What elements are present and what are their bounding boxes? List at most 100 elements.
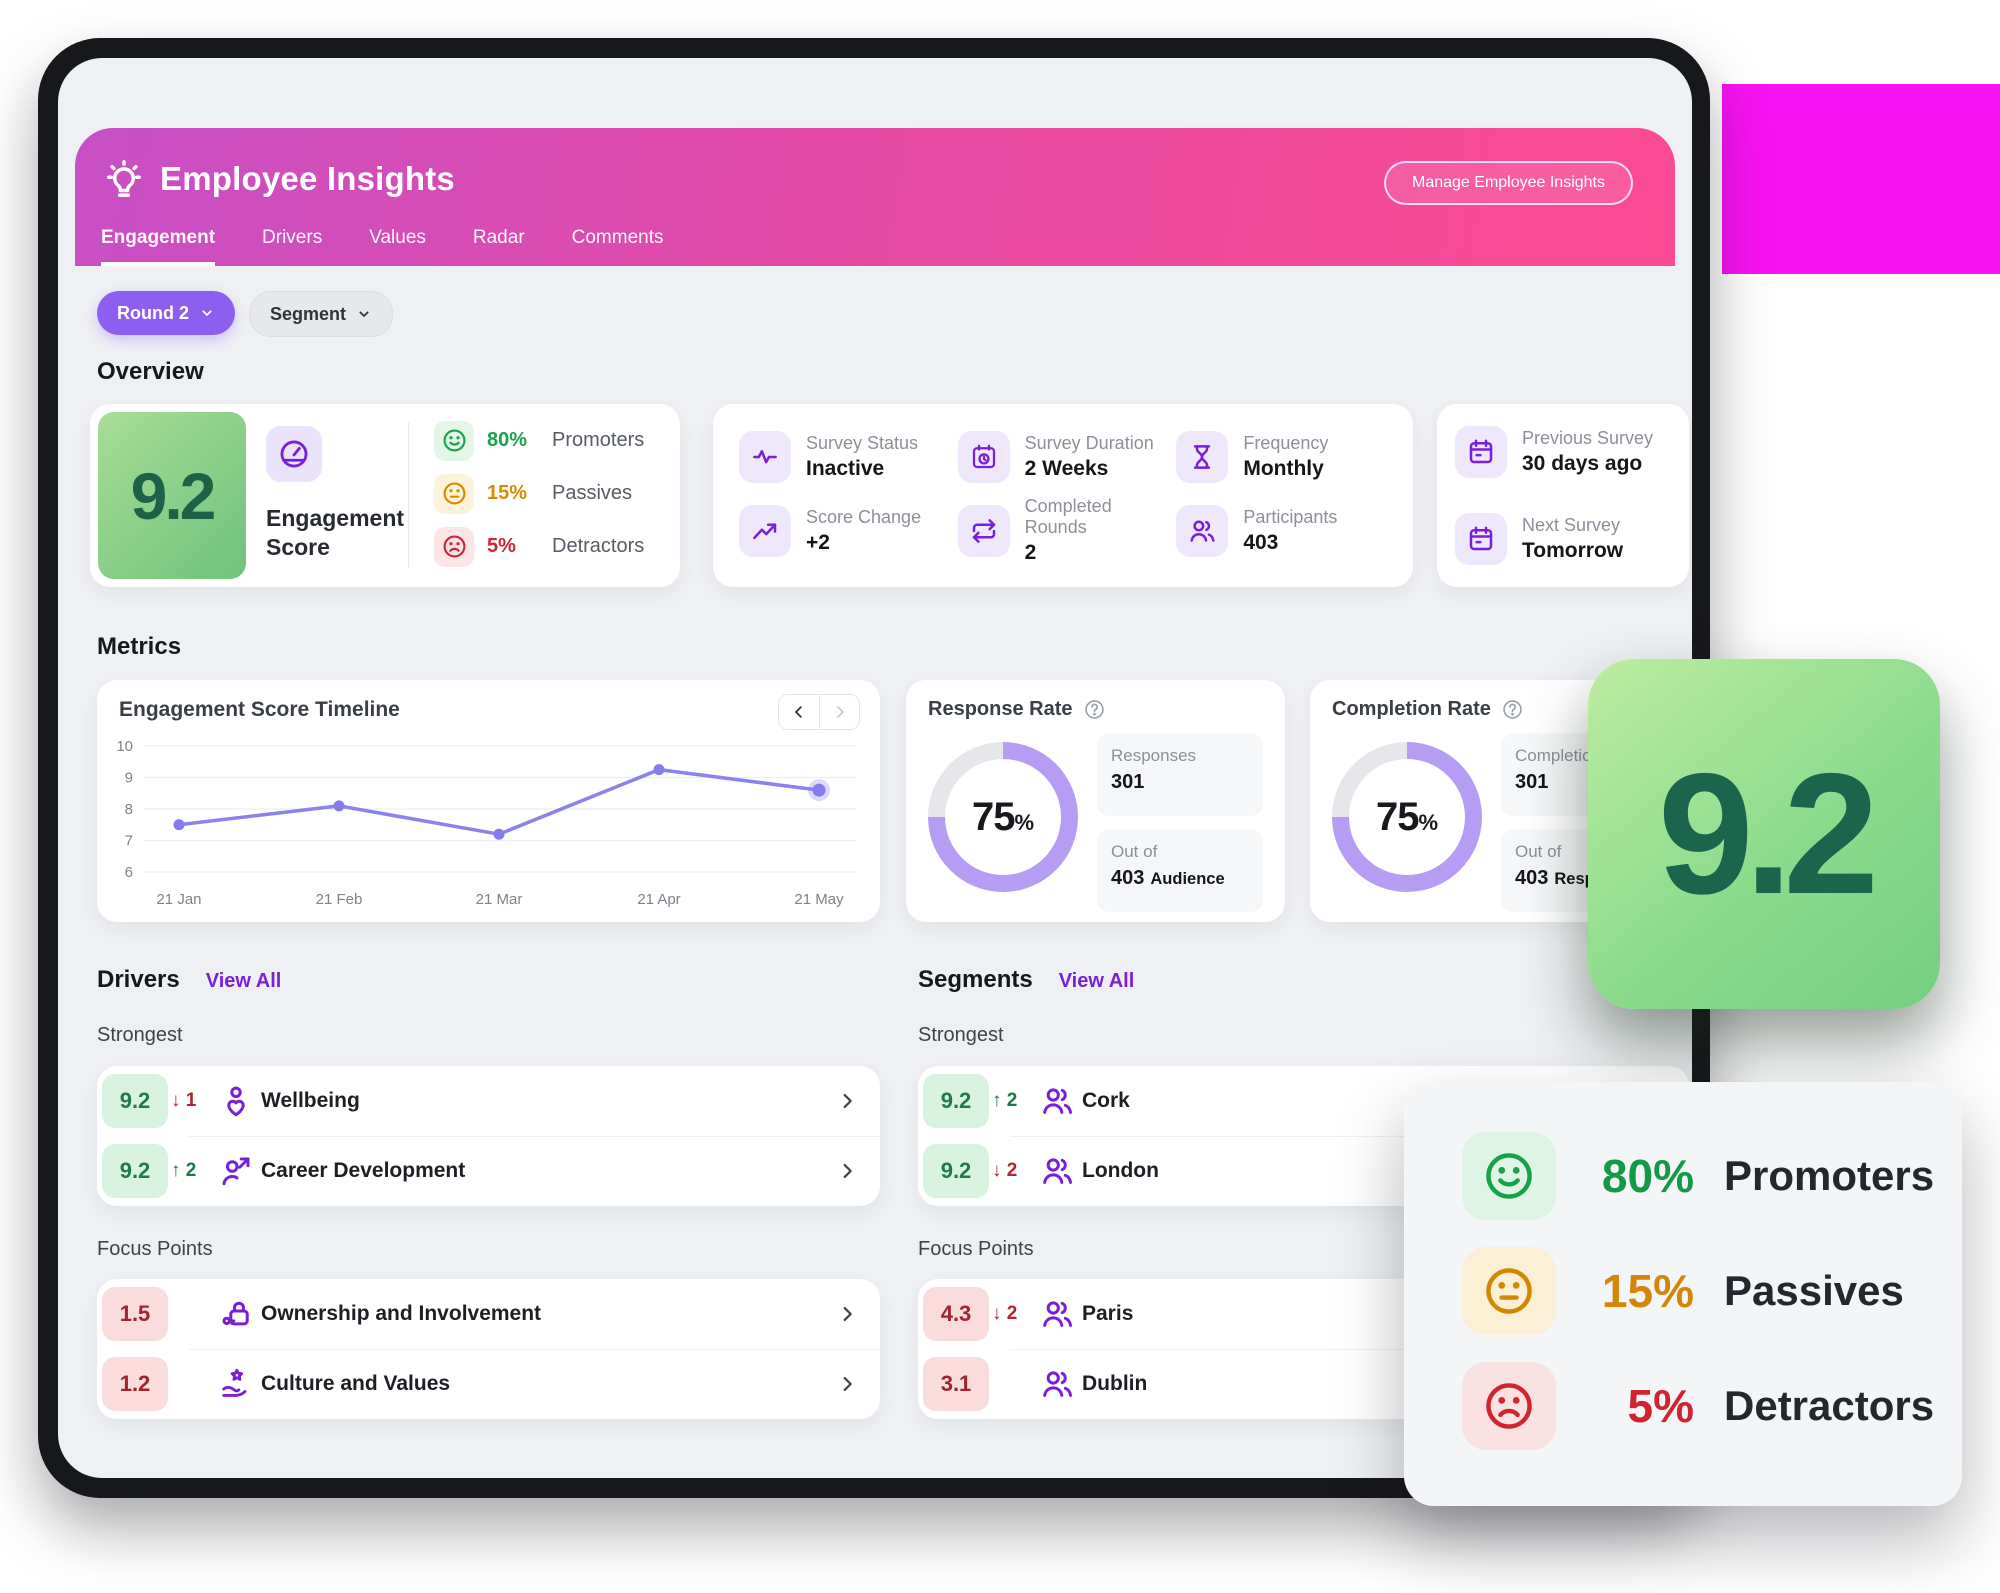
row-score: 3.1 — [923, 1357, 989, 1411]
gauge-badge — [266, 426, 322, 482]
nps-highlight-card: 80% Promoters 15% Passives 5% Detractors — [1404, 1082, 1962, 1506]
stat-next-survey: Next Survey Tomorrow — [1455, 513, 1671, 565]
nps-highlight-row-detractors: 5% Detractors — [1462, 1362, 1962, 1450]
stat-score-change: Score Change +2 — [739, 496, 950, 565]
engagement-score-card: 9.2 Engagement Score 80% Promoters 15% — [90, 404, 680, 587]
stat-value: 403 — [1243, 530, 1279, 554]
calendar-icon — [1466, 437, 1496, 467]
svg-text:7: 7 — [125, 833, 133, 850]
driver-row-wellbeing[interactable]: 9.2 ↓ 1 Wellbeing — [97, 1066, 880, 1136]
nps-label: Detractors — [1724, 1382, 1935, 1429]
round-filter[interactable]: Round 2 — [97, 291, 235, 335]
row-label: Paris — [1082, 1302, 1134, 1325]
row-score: 9.2 — [102, 1144, 168, 1198]
career-icon — [218, 1153, 254, 1189]
timeline-title: Engagement Score Timeline — [119, 698, 400, 721]
svg-text:21 Mar: 21 Mar — [476, 891, 523, 908]
segments-heading: Segments — [918, 966, 1033, 993]
drivers-focus-label: Focus Points — [97, 1238, 213, 1260]
tab-engagement[interactable]: Engagement — [101, 227, 216, 266]
filter-bar: Round 2 Segment — [97, 291, 394, 337]
manage-insights-button[interactable]: Manage Employee Insights — [1384, 161, 1633, 205]
response-rate-title: Response Rate — [928, 698, 1073, 720]
segment-row-london[interactable]: 9.2 ↓ 2 London — [918, 1136, 1689, 1206]
timeline-next-button[interactable] — [819, 695, 859, 729]
highlight-score: 9.2 — [1657, 738, 1879, 930]
divider — [1010, 1349, 1689, 1350]
engagement-score-label: Engagement Score — [266, 505, 405, 561]
stat-label: Frequency — [1243, 433, 1329, 453]
stat-label: Completions — [1515, 746, 1610, 765]
segment-filter-label: Segment — [270, 303, 347, 324]
neutral-face-icon — [1481, 1263, 1537, 1319]
people-icon — [1039, 1083, 1075, 1119]
stat-label: Survey Duration — [1024, 433, 1154, 453]
survey-schedule-card: Previous Survey 30 days ago Next Survey … — [1437, 404, 1689, 587]
nps-label: Passives — [1724, 1267, 1904, 1314]
segment-row-cork[interactable]: 9.2 ↑ 2 Cork — [918, 1066, 1689, 1136]
completion-rate-title: Completion Rate — [1332, 698, 1491, 720]
chevron-right-icon — [836, 1160, 858, 1182]
nps-row-promoters: 80% Promoters — [434, 420, 666, 461]
row-score: 9.2 — [923, 1144, 989, 1198]
row-label: Dublin — [1082, 1372, 1148, 1395]
divider — [189, 1349, 880, 1350]
timeline-prev-button[interactable] — [779, 695, 819, 729]
calendar-icon — [1466, 524, 1496, 554]
svg-text:8: 8 — [125, 801, 133, 818]
drivers-heading: Drivers — [97, 966, 180, 993]
engagement-score-value: 9.2 — [98, 412, 246, 579]
help-icon[interactable] — [1083, 698, 1106, 721]
audience-stat-box: Out of 403 Audience — [1097, 829, 1263, 912]
nps-label: Detractors — [552, 535, 645, 557]
nps-percent: 5% — [487, 535, 516, 557]
stat-participants: Participants 403 — [1176, 496, 1387, 565]
smile-icon — [1481, 1148, 1537, 1204]
row-score: 1.2 — [102, 1357, 168, 1411]
row-trend: ↑ 2 — [171, 1160, 197, 1181]
response-rate-donut: 75 % — [928, 742, 1078, 892]
people-icon — [1039, 1296, 1075, 1332]
driver-row-career-development[interactable]: 9.2 ↑ 2 Career Development — [97, 1136, 880, 1206]
people-icon — [1039, 1366, 1075, 1402]
brand: Employee Insights — [103, 158, 455, 200]
segments-focus-label: Focus Points — [918, 1238, 1034, 1260]
row-label: London — [1082, 1159, 1159, 1182]
help-icon[interactable] — [1501, 698, 1524, 721]
row-score: 9.2 — [102, 1074, 168, 1128]
svg-text:10: 10 — [116, 738, 133, 755]
nps-percent: 15% — [1601, 1265, 1694, 1317]
score-highlight-card: 9.2 — [1588, 659, 1940, 1009]
segment-row-dublin[interactable]: 3.1 Dublin — [918, 1349, 1689, 1419]
row-label: Ownership and Involvement — [261, 1302, 542, 1325]
tab-drivers[interactable]: Drivers — [262, 227, 323, 248]
responses-stat-box: Responses 301 — [1097, 733, 1263, 816]
driver-row-culture[interactable]: 1.2 Culture and Values — [97, 1349, 880, 1419]
row-trend: ↓ 2 — [992, 1160, 1018, 1181]
tab-radar[interactable]: Radar — [472, 227, 525, 248]
svg-text:9: 9 — [125, 770, 133, 787]
smile-icon — [441, 427, 468, 454]
people-icon — [1187, 516, 1217, 546]
stat-value: Inactive — [806, 457, 885, 480]
segments-view-all-link[interactable]: View All — [1058, 970, 1135, 992]
driver-row-ownership[interactable]: 1.5 Ownership and Involvement — [97, 1279, 880, 1349]
timeline-chart: 10 9 8 7 6 21 Jan 21 Feb 21 Mar 21 Apr 21 May — [116, 738, 857, 908]
drivers-view-all-link[interactable]: View All — [205, 970, 282, 992]
tab-comments[interactable]: Comments — [571, 227, 664, 248]
segment-filter[interactable]: Segment — [249, 291, 394, 337]
stat-value: Tomorrow — [1522, 539, 1624, 562]
people-icon — [1039, 1153, 1075, 1189]
magenta-accent-block — [1722, 84, 2000, 274]
segment-row-paris[interactable]: 4.3 ↓ 2 Paris — [918, 1279, 1689, 1349]
row-trend: ↑ 2 — [992, 1090, 1018, 1111]
stat-survey-status: Survey Status Inactive — [739, 426, 950, 488]
wellbeing-icon — [218, 1083, 254, 1119]
chevron-right-icon — [831, 703, 849, 721]
divider — [1010, 1136, 1689, 1137]
tab-values[interactable]: Values — [369, 227, 426, 248]
stat-label: Participants — [1243, 506, 1338, 527]
chevron-right-icon — [836, 1090, 858, 1112]
stat-completed-rounds: Completed Rounds 2 — [957, 496, 1169, 565]
